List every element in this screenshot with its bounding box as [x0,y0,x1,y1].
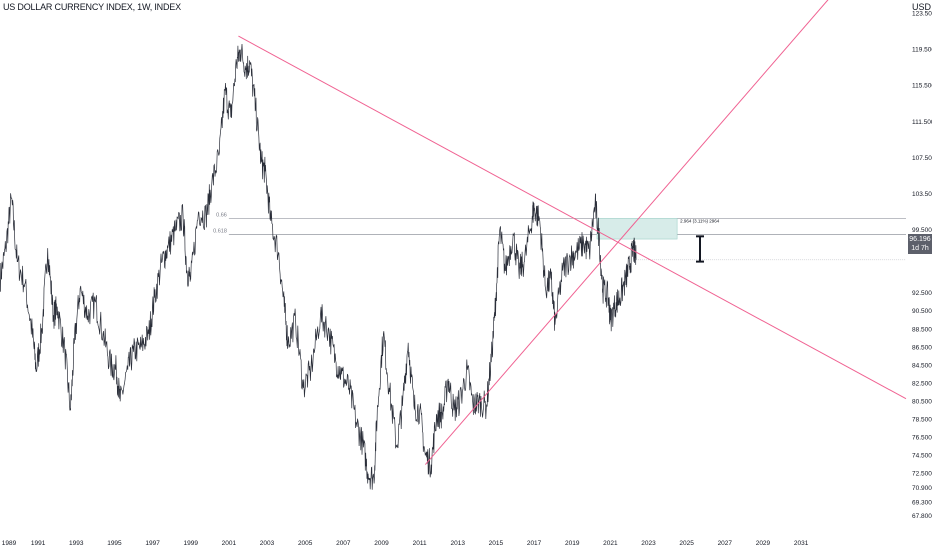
x-tick-label: 2029 [756,540,771,547]
fib-label: 0.66 [216,212,227,218]
last-price-badge: 96.196 1d 7h [908,234,932,254]
x-tick-label: 2019 [565,540,580,547]
range-marker[interactable] [696,235,705,263]
fibonacci-levels[interactable]: 0.66 0.618 [213,212,906,235]
y-tick-label: 84.500 [912,362,932,369]
y-tick-label: 76.500 [912,435,932,442]
x-tick-label: 1995 [107,540,122,547]
y-tick-label: 86.500 [912,344,932,351]
y-tick-label: 74.500 [912,453,932,460]
y-tick-label: 115.500 [912,83,932,90]
price-line [0,43,637,490]
x-tick-label: 2015 [489,540,504,547]
x-tick-label: 2025 [679,540,694,547]
currency-selector[interactable]: USD ⌄ [912,2,932,12]
x-tick-label: 2011 [413,540,427,547]
chart-title: US DOLLAR CURRENCY INDEX, 1W, INDEX [3,2,181,12]
y-tick-label: 103.500 [912,191,932,198]
x-tick-label: 2005 [298,540,313,547]
x-tick-label: 2003 [260,540,275,547]
fib-label: 0.618 [213,229,227,235]
y-tick-label: 107.500 [912,155,932,162]
x-tick-label: 1999 [184,540,199,547]
y-tick-label: 90.500 [912,308,932,315]
y-tick-label: 99.500 [912,227,932,234]
time-axis[interactable]: 1989 1991 1993 1995 1997 1999 2001 2003 2005 2007… [2,540,809,547]
trendline-descending[interactable] [238,35,907,400]
x-tick-label: 2013 [451,540,466,547]
bar-countdown: 1d 7h [911,245,929,252]
y-tick-label: 123.500 [912,11,932,18]
x-tick-label: 1993 [69,540,84,547]
y-tick-label: 92.500 [912,290,932,297]
last-price: 96.196 [909,236,931,243]
y-tick-label: 67.800 [912,513,932,520]
y-tick-label: 72.500 [912,471,932,478]
currency-label: USD [912,2,932,12]
y-tick-label: 80.500 [912,398,932,405]
x-tick-label: 2007 [336,540,351,547]
y-tick-label: 78.500 [912,416,932,423]
x-tick-label: 2001 [222,540,237,547]
x-tick-label: 2021 [603,540,618,547]
x-tick-label: 2031 [794,540,809,547]
x-tick-label: 1989 [2,540,17,547]
x-tick-label: 2023 [641,540,656,547]
y-tick-label: 82.500 [912,380,932,387]
x-tick-label: 2009 [374,540,389,547]
price-axis[interactable]: 123.500 119.500 115.500 111.500 107.500 103.5… [912,11,932,520]
x-tick-label: 2027 [718,540,733,547]
measure-box-label: 2.964 (3.11%) 2964 [680,218,720,223]
measure-box-area[interactable] [596,217,678,240]
price-series [0,43,906,490]
x-tick-label: 2017 [527,540,542,547]
y-tick-label: 69.300 [912,499,932,506]
y-tick-label: 119.500 [912,47,932,54]
x-tick-label: 1997 [145,540,160,547]
y-tick-label: 111.500 [912,119,932,126]
x-tick-label: 1991 [31,540,46,547]
trendline-ascending[interactable] [424,0,906,465]
y-tick-label: 70.900 [912,485,932,492]
y-tick-label: 88.500 [912,326,932,333]
trendlines[interactable] [238,0,907,465]
